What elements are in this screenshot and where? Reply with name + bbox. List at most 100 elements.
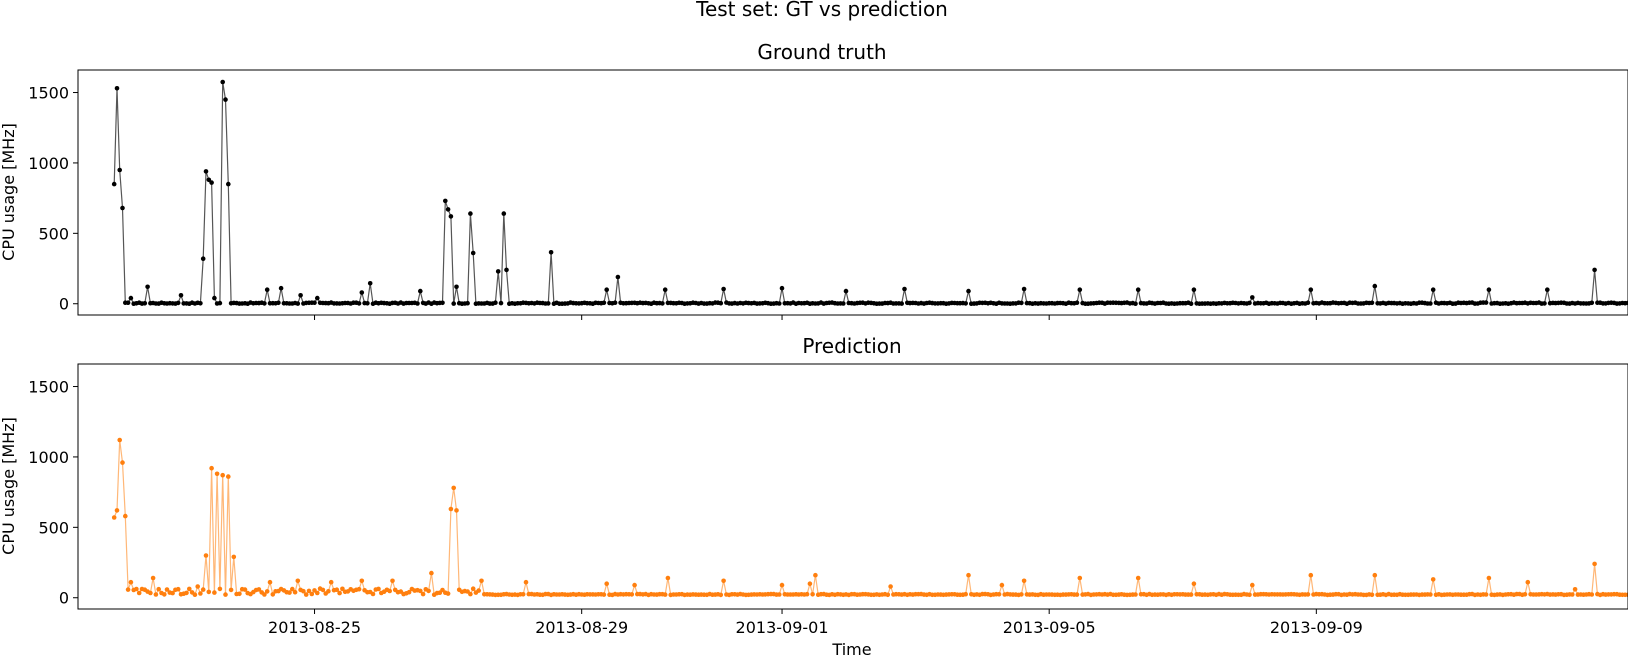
ground-truth-point [1250, 295, 1255, 300]
prediction-point [214, 471, 220, 477]
y-tick-label: 500 [38, 518, 69, 537]
ground-truth-point [114, 86, 120, 91]
suptitle: Test set: GT vs prediction [695, 0, 948, 21]
prediction-point [309, 591, 315, 597]
y-tick-label: 1500 [28, 84, 69, 103]
x-axis-label: Time [831, 640, 871, 659]
ground-truth-point [1133, 301, 1138, 307]
ground-truth-point [1305, 300, 1311, 306]
prediction-point [340, 586, 345, 592]
ground-truth-point [178, 293, 184, 298]
prediction-point [420, 591, 426, 597]
prediction-point [777, 592, 782, 597]
ground-truth-point [601, 300, 607, 306]
ground-truth-point [367, 281, 373, 286]
prediction-point [1430, 577, 1436, 582]
x-tick-label: 2013-08-29 [535, 618, 628, 637]
prediction-point [1191, 581, 1197, 586]
prediction-point [810, 592, 815, 597]
y-tick-label: 0 [59, 589, 69, 608]
prediction-point [136, 590, 142, 596]
ground-truth-point [470, 250, 476, 256]
prediction-point [123, 513, 128, 519]
ground-truth-point [604, 287, 609, 293]
prediction-point [1021, 578, 1027, 584]
prediction-point [1019, 592, 1024, 597]
ground-truth-point [1545, 287, 1550, 293]
prediction-point [287, 590, 292, 595]
prediction-point [376, 586, 381, 592]
ground-truth-point [454, 284, 459, 290]
ground-truth-point [209, 180, 214, 185]
prediction-point [479, 578, 484, 584]
prediction-point [226, 474, 231, 479]
prediction-point [150, 575, 156, 581]
ground-truth-point [498, 300, 504, 306]
prediction-point [1522, 592, 1528, 597]
prediction-point [153, 592, 159, 597]
ground-truth-point [1369, 300, 1375, 306]
ground-truth-point [448, 214, 454, 219]
prediction-point [885, 592, 891, 598]
prediction-point [315, 590, 320, 596]
ground-truth-point [1428, 301, 1433, 306]
y-tick-label: 1000 [28, 154, 69, 173]
prediction-point [523, 579, 529, 585]
ground-truth-point [120, 205, 125, 211]
prediction-point [200, 587, 206, 592]
ground-truth-point [1430, 287, 1436, 293]
ground-truth-point [312, 300, 317, 306]
ground-truth-point [1625, 300, 1628, 306]
prediction-point [206, 589, 212, 595]
prediction-point [370, 591, 376, 597]
prediction-point [1486, 575, 1492, 581]
prediction-point [1247, 592, 1252, 598]
ground-truth-point [262, 301, 267, 306]
prediction-point [262, 592, 267, 597]
ground-truth-point [264, 287, 270, 293]
prediction-point [1133, 592, 1138, 597]
ground-truth-point [777, 301, 782, 306]
ground-truth-point [1019, 300, 1024, 306]
prediction-point [195, 584, 200, 589]
prediction-point [604, 581, 609, 586]
y-tick-label: 500 [38, 224, 69, 243]
ground-truth-point [175, 300, 181, 306]
prediction-point [468, 591, 473, 597]
ground-truth-point [445, 207, 451, 212]
ground-truth-point [612, 300, 618, 306]
prediction-point [454, 508, 459, 513]
prediction-point [1305, 592, 1311, 597]
prediction-point [198, 591, 203, 596]
prediction-point [1135, 575, 1141, 581]
prediction-x-axis: 2013-08-25 2013-08-29 2013-09-01 2013-09-05… [268, 609, 1363, 637]
ground-truth-point [495, 269, 501, 274]
prediction-point [114, 508, 120, 513]
prediction-point [1077, 575, 1083, 581]
prediction-point [448, 506, 454, 512]
ground-truth-point [963, 301, 968, 306]
prediction-point [999, 582, 1005, 588]
y-tick-label: 1000 [28, 448, 69, 467]
prediction-point [1572, 587, 1578, 592]
ground-truth-point [278, 285, 284, 291]
prediction-point [1570, 592, 1575, 597]
ground-truth-point [1589, 300, 1595, 306]
prediction-point [256, 587, 262, 592]
prediction-point [326, 589, 331, 594]
prediction-point [359, 578, 365, 584]
prediction-point [270, 592, 276, 597]
prediction-point [1308, 572, 1314, 578]
ground-truth-point [451, 301, 457, 306]
ground-truth-point [902, 286, 907, 292]
prediction-point [721, 578, 726, 584]
ground-truth-point [415, 301, 420, 306]
ground-truth-point [721, 286, 726, 292]
prediction-point [220, 472, 225, 478]
prediction-point [175, 586, 181, 592]
prediction-point [601, 592, 607, 597]
ground-truth-point [548, 250, 554, 255]
prediction-point [718, 592, 724, 598]
prediction-point [1525, 579, 1531, 585]
prediction-point [390, 578, 395, 584]
